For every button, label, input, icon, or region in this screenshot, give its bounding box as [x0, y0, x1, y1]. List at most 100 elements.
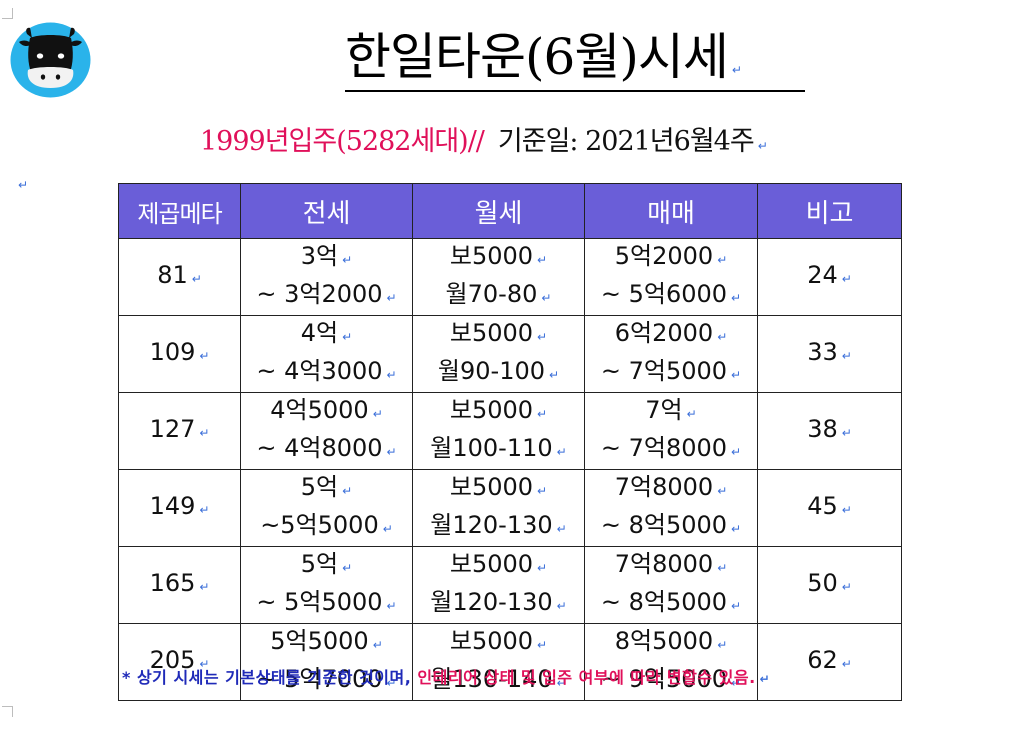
- paragraph-mark-icon: ↵: [342, 484, 353, 498]
- paragraph-mark-icon: ↵: [342, 561, 353, 575]
- cell-line: 4억5000 ↵: [241, 393, 412, 431]
- cell-text: 5억: [300, 550, 339, 578]
- cell-text: 보5000: [449, 627, 534, 655]
- area-cell: 149 ↵: [118, 469, 241, 547]
- table-row: 109 ↵ 4억 ↵ ~ 4억3000 ↵ 보5000 ↵ 월90-100 ↵ 6억2000 ↵ ~ 7…: [118, 315, 902, 393]
- header-jeonse: 전세: [240, 183, 413, 239]
- move-in-info: 1999년입주(5282세대)//: [200, 126, 485, 157]
- cell-text: ~ 5억5000: [256, 588, 383, 616]
- paragraph-mark-icon: ↵: [342, 253, 353, 267]
- jeonse-cell: 4억 ↵ ~ 4억3000 ↵: [240, 315, 413, 393]
- cell-line: 보5000 ↵: [413, 547, 584, 585]
- paragraph-mark-icon: ↵: [199, 426, 210, 440]
- cell-line: 24 ↵: [758, 258, 901, 296]
- paragraph-mark-icon: ↵: [717, 484, 728, 498]
- paragraph-mark-icon: ↵: [717, 561, 728, 575]
- cell-line: ~ 8억5000 ↵: [585, 585, 757, 623]
- cell-line: 6억2000 ↵: [585, 316, 757, 354]
- paragraph-mark-icon: ↵: [382, 522, 393, 536]
- paragraph-mark-icon: ↵: [556, 445, 567, 459]
- cell-text: 5억5000: [270, 627, 369, 655]
- wolse-cell: 보5000 ↵ 월120-130 ↵: [412, 469, 585, 547]
- paragraph-mark-icon: ↵: [18, 178, 29, 192]
- note-cell: 45 ↵: [757, 469, 902, 547]
- paragraph-mark-icon: ↵: [372, 407, 383, 421]
- paragraph-mark-icon: ↵: [717, 638, 728, 652]
- cell-line: 월120-130 ↵: [413, 585, 584, 623]
- cell-line: ~ 7억8000 ↵: [585, 431, 757, 469]
- paragraph-mark-icon: ↵: [549, 368, 560, 382]
- cell-text: 7억: [645, 396, 683, 424]
- paragraph-mark-icon: ↵: [731, 522, 742, 536]
- maemae-cell: 5억2000 ↵ ~ 5억6000 ↵: [584, 238, 758, 316]
- table-row: 81 ↵ 3억 ↵ ~ 3억2000 ↵ 보5000 ↵ 월70-80 ↵ 5억2000 ↵ ~ 5억6…: [118, 238, 902, 316]
- table-row: 149 ↵ 5억 ↵ ~5억5000 ↵ 보5000 ↵ 월120-130 ↵ 7억8000 ↵ ~ 8…: [118, 469, 902, 547]
- cell-line: ~ 5억6000 ↵: [585, 277, 757, 315]
- cell-text: 4억5000: [270, 396, 369, 424]
- paragraph-mark-icon: ↵: [199, 349, 210, 363]
- cell-line: 보5000 ↵: [413, 470, 584, 508]
- wolse-cell: 보5000 ↵ 월90-100 ↵: [412, 315, 585, 393]
- wolse-cell: 보5000 ↵ 월70-80 ↵: [412, 238, 585, 316]
- cell-line: ~ 9억5000 ↵: [585, 662, 757, 700]
- subtitle: 1999년입주(5282세대)// 기준일: 2021년6월4주 ↵: [200, 124, 768, 160]
- cell-text: 165: [149, 569, 196, 597]
- cell-text: 월90-100: [437, 357, 546, 385]
- maemae-cell: 6억2000 ↵ ~ 7억5000 ↵: [584, 315, 758, 393]
- cell-text: 33: [807, 338, 838, 366]
- paragraph-mark-icon: ↵: [342, 330, 353, 344]
- paragraph-mark-icon: ↵: [541, 291, 552, 305]
- wolse-cell: 보5000 ↵ 월100-110 ↵: [412, 392, 585, 470]
- cell-text: ~ 3억2000: [256, 280, 383, 308]
- paragraph-mark-icon: ↵: [841, 503, 852, 517]
- paragraph-mark-icon: ↵: [386, 599, 397, 613]
- area-cell: 81 ↵: [118, 238, 241, 316]
- cell-line: 3억 ↵: [241, 239, 412, 277]
- cell-line: 165 ↵: [119, 566, 240, 604]
- cell-text: 월130-140: [430, 665, 553, 693]
- paragraph-mark-icon: ↵: [199, 580, 210, 594]
- cell-line: 7억8000 ↵: [585, 547, 757, 585]
- paragraph-mark-icon: ↵: [537, 484, 548, 498]
- paragraph-mark-icon: ↵: [537, 330, 548, 344]
- area-cell: 205 ↵: [118, 623, 241, 701]
- cell-line: 45 ↵: [758, 489, 901, 527]
- paragraph-mark-icon: ↵: [841, 426, 852, 440]
- cell-line: 5억5000 ↵: [241, 624, 412, 662]
- footnote-part2: 인테리어 상태 및 입주 여부에 따라 변할수 있음.: [417, 668, 756, 687]
- title-text: 한일타운(6월)시세: [345, 28, 729, 86]
- cell-line: 5억 ↵: [241, 470, 412, 508]
- paragraph-mark-icon: ↵: [556, 522, 567, 536]
- cell-text: 4억: [300, 319, 339, 347]
- cell-text: 월70-80: [445, 280, 538, 308]
- paragraph-mark-icon: ↵: [731, 63, 742, 77]
- area-cell: 127 ↵: [118, 392, 241, 470]
- cell-text: 보5000: [449, 396, 534, 424]
- cell-line: 4억 ↵: [241, 316, 412, 354]
- cow-logo-icon: [10, 22, 91, 98]
- cell-text: 45: [807, 492, 838, 520]
- cell-line: ~ 5억5000 ↵: [241, 585, 412, 623]
- note-cell: 50 ↵: [757, 546, 902, 624]
- wolse-cell: 보5000 ↵ 월120-130 ↵: [412, 546, 585, 624]
- jeonse-cell: 5억5000 ↵ ~ 5억7000 ↵: [240, 623, 413, 701]
- paragraph-mark-icon: ↵: [759, 672, 771, 686]
- cell-line: 62 ↵: [758, 643, 901, 681]
- paragraph-mark-icon: ↵: [686, 407, 697, 421]
- cell-line: 205 ↵: [119, 643, 240, 681]
- cell-text: 7억8000: [614, 550, 714, 578]
- table-header-row: 제곱메타 전세 월세 매매 비고: [118, 183, 902, 239]
- paragraph-mark-icon: ↵: [199, 503, 210, 517]
- cell-text: 보5000: [449, 550, 534, 578]
- paragraph-mark-icon: ↵: [731, 368, 742, 382]
- paragraph-mark-icon: ↵: [731, 599, 742, 613]
- paragraph-mark-icon: ↵: [841, 349, 852, 363]
- cell-line: ~ 5억7000 ↵: [241, 662, 412, 700]
- cell-line: 149 ↵: [119, 489, 240, 527]
- cell-text: 38: [807, 415, 838, 443]
- cell-text: ~ 8억5000: [600, 511, 728, 539]
- cell-text: ~ 7억5000: [600, 357, 728, 385]
- note-cell: 62 ↵: [757, 623, 902, 701]
- cell-line: 월120-130 ↵: [413, 508, 584, 546]
- cell-text: 50: [807, 569, 838, 597]
